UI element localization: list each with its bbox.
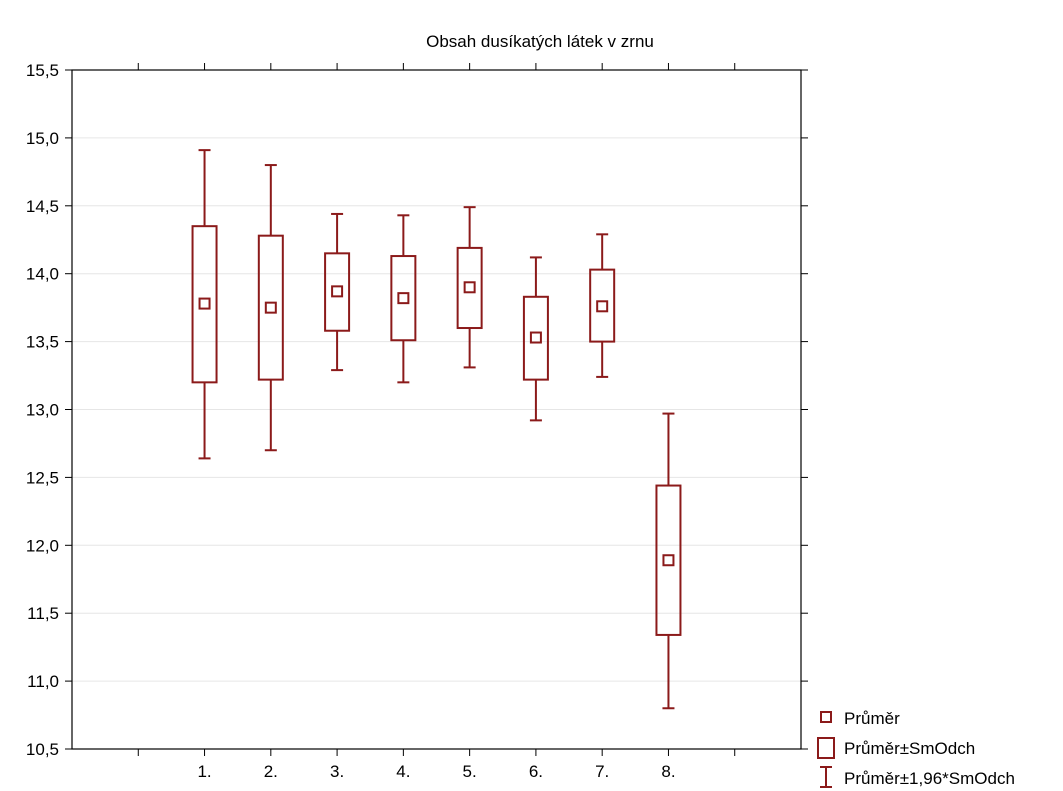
y-tick-label: 13,0 — [26, 401, 59, 420]
sd-box — [522, 295, 549, 381]
mean-marker — [529, 331, 542, 344]
x-tick-label: 3. — [330, 762, 344, 781]
mean-marker — [662, 554, 675, 567]
chart-title: Obsah dusíkatých látek v zrnu — [426, 32, 654, 51]
y-tick-label: 10,5 — [26, 740, 59, 759]
x-tick-label: 4. — [396, 762, 410, 781]
x-tick-label: 7. — [595, 762, 609, 781]
sd-box — [257, 234, 284, 381]
y-tick-label: 15,5 — [26, 61, 59, 80]
legend-symbol-mean — [820, 711, 832, 723]
y-tick-label: 12,5 — [26, 468, 59, 487]
y-tick-label: 13,5 — [26, 333, 59, 352]
mean-marker — [331, 285, 344, 298]
x-tick-label: 8. — [661, 762, 675, 781]
sd-box — [589, 268, 616, 343]
sd-box — [456, 246, 483, 330]
legend: Průměr Průměr±SmOdch Průměr±1,96*SmOdch — [817, 709, 1015, 788]
x-tick-label: 1. — [197, 762, 211, 781]
x-tick-label: 6. — [529, 762, 543, 781]
legend-label-mean: Průměr — [844, 709, 900, 728]
mean-marker — [596, 300, 609, 313]
sd-box — [390, 255, 417, 342]
y-tick-label: 15,0 — [26, 129, 59, 148]
y-tick-label: 11,0 — [27, 672, 59, 691]
y-tick-label: 14,0 — [26, 265, 59, 284]
sd-box — [324, 252, 351, 332]
x-tick-label: 2. — [264, 762, 278, 781]
gridlines — [72, 137, 801, 682]
legend-symbol-sd — [817, 737, 835, 759]
mean-marker — [198, 297, 211, 310]
sd-box — [655, 484, 682, 636]
mean-marker — [264, 301, 277, 314]
y-tick-label: 11,5 — [27, 604, 59, 623]
mean-marker — [463, 281, 476, 294]
axes: 10,5 11,0 11,5 12,0 12,5 13,0 13,5 14,0 14,5 15,0… — [26, 61, 808, 781]
y-tick-label: 14,5 — [26, 197, 59, 216]
legend-label-sd: Průměr±SmOdch — [844, 739, 975, 758]
legend-label-ci: Průměr±1,96*SmOdch — [844, 769, 1015, 788]
plot-marks — [191, 149, 682, 710]
mean-marker — [397, 292, 410, 305]
x-tick-label: 5. — [463, 762, 477, 781]
sd-box — [191, 225, 218, 384]
y-tick-label: 12,0 — [26, 536, 59, 555]
plot-frame — [71, 69, 802, 750]
